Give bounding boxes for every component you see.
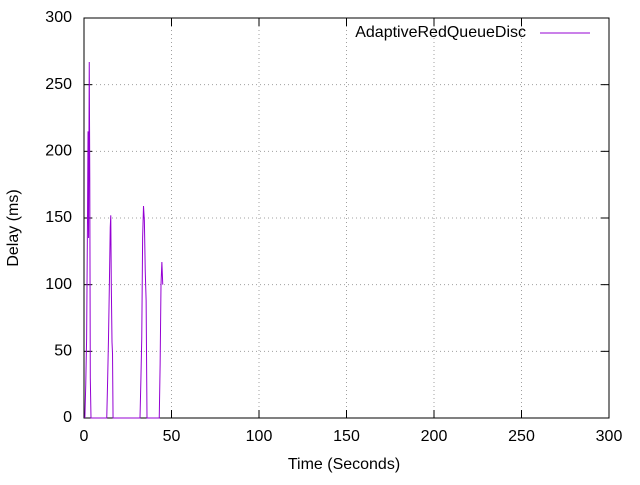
y-tick-label: 100 bbox=[45, 276, 72, 293]
x-tick-label: 0 bbox=[80, 428, 89, 445]
y-axis-label: Delay (ms) bbox=[5, 189, 22, 266]
y-tick-label: 50 bbox=[54, 343, 72, 360]
x-tick-label: 50 bbox=[163, 428, 181, 445]
data-line bbox=[84, 61, 164, 419]
y-tick-label: 150 bbox=[45, 209, 72, 226]
y-tick-label: 300 bbox=[45, 9, 72, 26]
x-tick-label: 200 bbox=[421, 428, 448, 445]
x-axis-label: Time (Seconds) bbox=[288, 456, 400, 473]
plot-frame bbox=[83, 17, 610, 419]
y-tick-label: 200 bbox=[45, 143, 72, 160]
y-tick-label: 250 bbox=[45, 76, 72, 93]
legend-label: AdaptiveRedQueueDisc bbox=[355, 24, 526, 41]
y-tick-label: 0 bbox=[63, 409, 72, 426]
x-tick-label: 150 bbox=[333, 428, 360, 445]
x-tick-label: 300 bbox=[596, 428, 623, 445]
x-tick-label: 100 bbox=[246, 428, 273, 445]
x-tick-label: 250 bbox=[508, 428, 535, 445]
